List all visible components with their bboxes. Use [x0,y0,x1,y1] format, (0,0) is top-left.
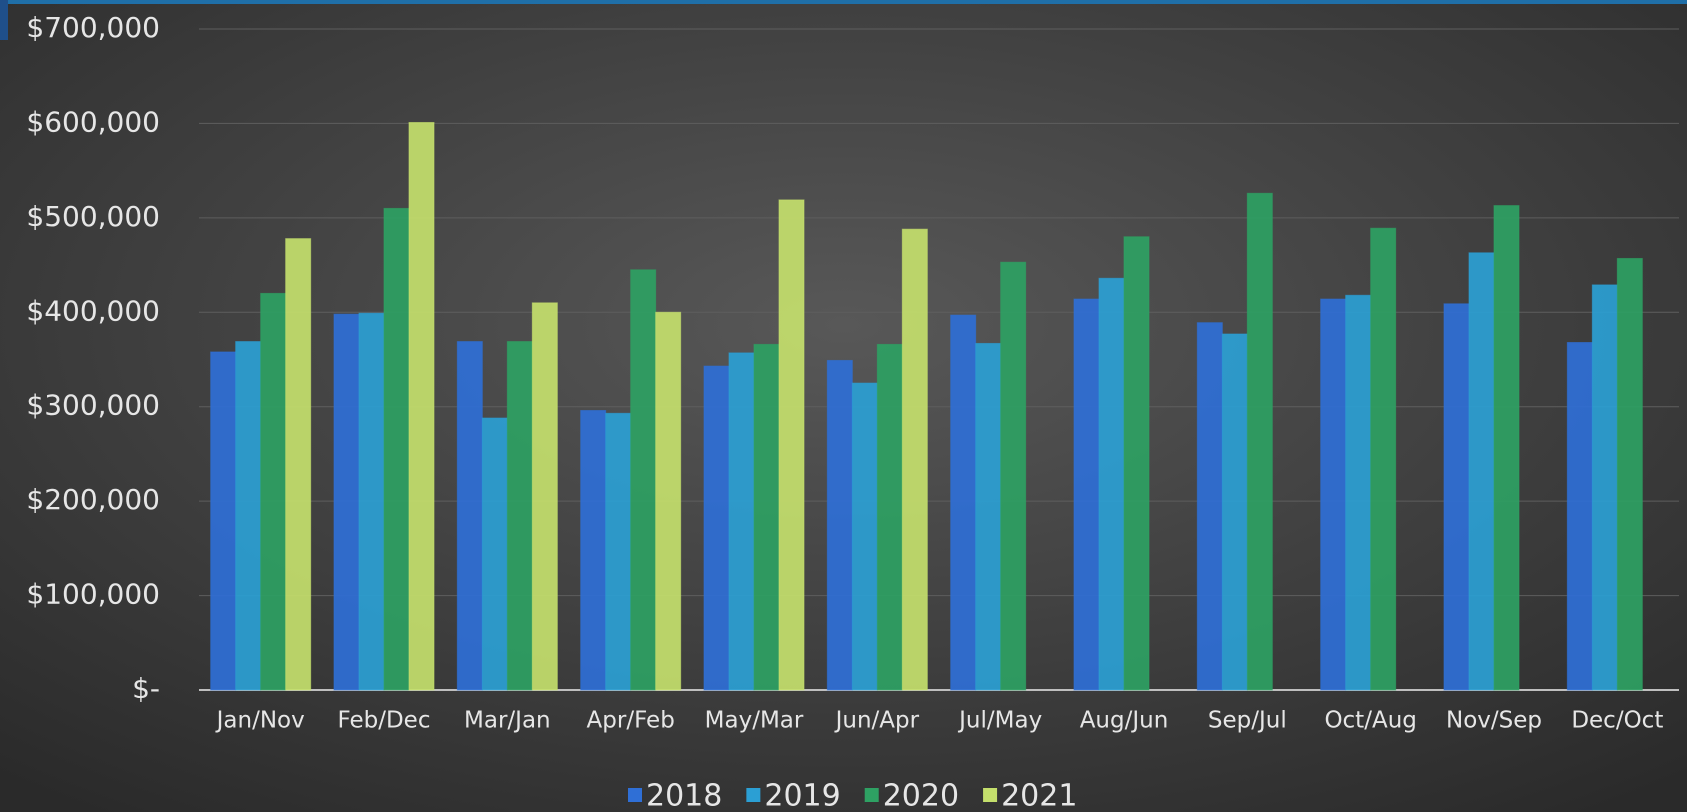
legend-label: 2018 [646,779,722,812]
bar [975,342,1002,691]
top-strip [0,0,1687,4]
y-tick-label: $700,000 [26,11,160,44]
x-tick-label: Jul/May [957,708,1042,734]
legend-swatch [864,788,879,802]
bar [1468,252,1495,691]
bar [333,313,360,691]
bar [1196,322,1223,691]
x-tick-label: Feb/Dec [338,708,431,734]
bar [580,409,607,691]
legend-swatch [628,788,642,802]
legend-label: 2021 [1001,779,1077,812]
bar [531,302,558,691]
x-tick-label: Apr/Feb [587,708,675,734]
bar [1591,284,1618,691]
x-tick-label: May/Mar [705,708,804,734]
bar [630,269,657,691]
bar [1345,294,1372,691]
x-tick-label: Mar/Jan [464,708,551,734]
bar [1320,298,1347,691]
bar [605,412,632,691]
bar [901,228,928,691]
bar [728,352,755,691]
bar [1123,236,1150,691]
y-tick-label: $600,000 [26,105,160,138]
bar [260,292,287,691]
bar [1000,261,1027,691]
bar [456,341,483,691]
legend-swatch [746,788,761,802]
x-tick-label: Dec/Oct [1571,708,1663,734]
corner-strip [0,0,8,40]
legend-swatch [983,788,998,802]
bar [506,341,533,691]
bar [778,199,805,691]
bar [703,365,730,691]
bar [1073,298,1100,691]
y-tick-label: $400,000 [26,294,160,327]
bar [1493,205,1520,691]
bar [950,314,977,691]
y-tick-label: $200,000 [26,483,160,516]
bar [358,312,385,691]
bar [876,343,903,691]
bar [1616,257,1643,691]
bar [1443,303,1470,691]
bar [235,341,262,691]
y-tick-label: $100,000 [26,578,160,611]
bar [753,343,780,691]
bar [826,359,853,691]
y-tick-label: $300,000 [26,389,160,422]
bar [481,417,508,691]
x-tick-label: Aug/Jun [1080,708,1169,734]
bar [383,207,410,691]
bar [1246,192,1273,691]
bar [408,121,435,691]
x-tick-label: Nov/Sep [1446,708,1542,734]
bar [851,382,878,691]
bar [1098,277,1125,691]
x-tick-label: Oct/Aug [1324,708,1416,734]
bar [285,238,312,691]
x-tick-label: Jan/Nov [215,708,305,734]
y-tick-label: $- [132,672,160,705]
y-tick-label: $500,000 [26,200,160,233]
bar [1566,342,1593,691]
bar [655,311,682,691]
bar [1370,227,1397,691]
x-tick-label: Sep/Jul [1208,708,1287,734]
bar [210,351,237,691]
bar [1221,333,1248,691]
legend-label: 2020 [883,779,959,812]
legend-label: 2019 [764,779,840,812]
x-tick-label: Jun/Apr [834,708,920,734]
